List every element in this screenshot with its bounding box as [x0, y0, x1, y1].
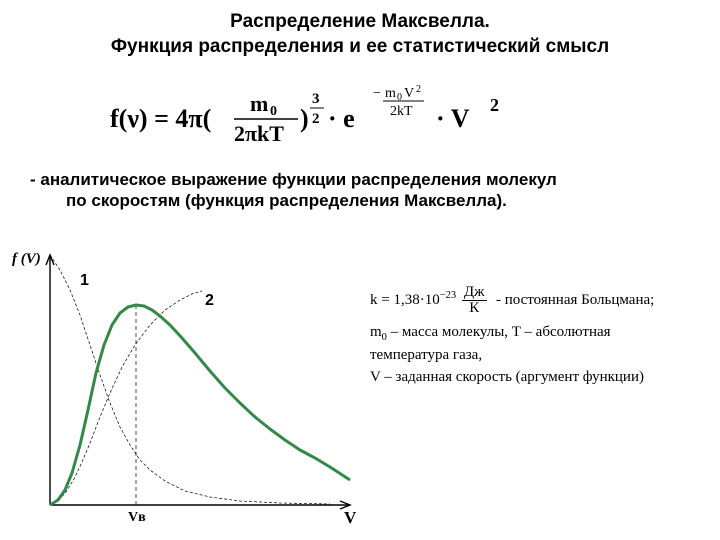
main-formula: f(ν) = 4π( m0 2πkT ) 3 2 · e − m0 V2 2kT…: [0, 81, 720, 158]
side-notes: k = 1,38·10−23 Дж К - постоянная Больцма…: [370, 285, 710, 389]
svg-text:· e: · e: [328, 104, 355, 133]
page-title: Распределение Максвелла. Функция распред…: [0, 0, 720, 59]
svg-text:2πkT: 2πkT: [234, 121, 284, 146]
svg-text:0: 0: [270, 104, 277, 119]
mass-line: m0 – масса молекулы, T – абсолютная: [370, 322, 710, 345]
svg-text:−: −: [373, 86, 381, 101]
desc-line-1: - аналитическое выражение функции распре…: [30, 170, 557, 189]
chart-region: 1 2 f (V) V Vв k = 1,38·10−23 Дж К - постоян…: [0, 245, 720, 540]
svg-text:): ): [300, 104, 309, 133]
svg-text:2: 2: [312, 111, 320, 127]
formula-description: - аналитическое выражение функции распре…: [20, 170, 700, 211]
svg-text:2kT: 2kT: [390, 104, 413, 119]
svg-text:2: 2: [490, 95, 499, 115]
boltzmann-line: k = 1,38·10−23 Дж К - постоянная Больцма…: [370, 285, 710, 316]
velocity-line: V – заданная скорость (аргумент функции): [370, 367, 710, 389]
svg-text:V: V: [404, 86, 414, 101]
svg-text:1: 1: [80, 272, 89, 289]
formula-svg: f(ν) = 4π( m0 2πkT ) 3 2 · e − m0 V2 2kT…: [110, 81, 610, 153]
svg-text:V: V: [344, 508, 357, 527]
desc-line-2: по скоростям (функция распределения Макс…: [66, 191, 507, 210]
svg-text:f (V): f (V): [12, 251, 41, 267]
svg-text:m: m: [250, 91, 268, 116]
distribution-chart: 1 2 f (V) V Vв: [10, 245, 370, 535]
svg-text:f(ν) = 4π(: f(ν) = 4π(: [110, 104, 211, 133]
svg-text:3: 3: [312, 91, 320, 107]
svg-text:m: m: [385, 86, 396, 101]
temp-line: температура газа,: [370, 345, 710, 367]
title-line-2: Функция распределения и ее статистически…: [111, 36, 609, 57]
title-line-1: Распределение Максвелла.: [230, 11, 490, 32]
svg-text:2: 2: [416, 84, 421, 95]
svg-text:2: 2: [205, 292, 214, 309]
boltz-after: - постоянная Больцмана;: [496, 292, 654, 308]
svg-text:· V: · V: [436, 104, 470, 133]
boltz-sym: k = 1,38·10−23 Дж К: [370, 292, 492, 308]
svg-text:Vв: Vв: [128, 510, 146, 525]
